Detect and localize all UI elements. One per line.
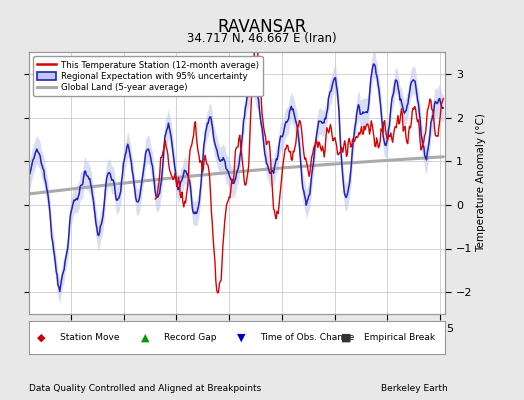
Text: 34.717 N, 46.667 E (Iran): 34.717 N, 46.667 E (Iran) [187,32,337,45]
Text: ■: ■ [341,333,352,342]
Text: Time of Obs. Change: Time of Obs. Change [260,333,354,342]
Text: Berkeley Earth: Berkeley Earth [381,384,448,393]
Text: Data Quality Controlled and Aligned at Breakpoints: Data Quality Controlled and Aligned at B… [29,384,261,393]
Text: Record Gap: Record Gap [164,333,217,342]
Text: Empirical Break: Empirical Break [364,333,435,342]
Text: ◆: ◆ [37,333,46,342]
Text: ▲: ▲ [141,333,150,342]
Text: RAVANSAR: RAVANSAR [217,18,307,36]
Text: Station Move: Station Move [60,333,119,342]
Y-axis label: Temperature Anomaly (°C): Temperature Anomaly (°C) [476,114,486,252]
Text: ▼: ▼ [237,333,246,342]
Legend: This Temperature Station (12-month average), Regional Expectation with 95% uncer: This Temperature Station (12-month avera… [33,56,263,96]
